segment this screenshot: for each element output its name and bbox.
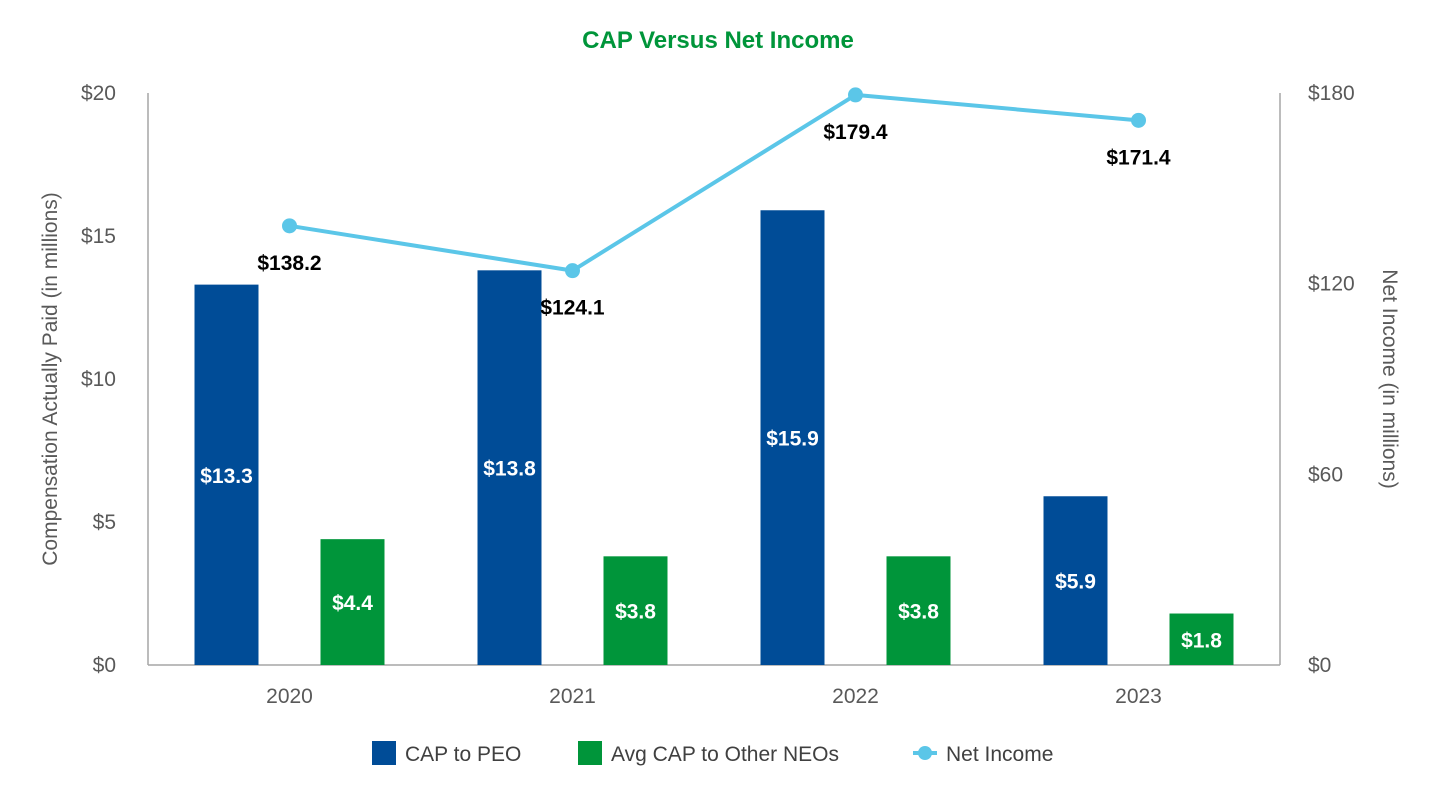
x-axis: 2020 2021 2022 2023 xyxy=(148,664,1280,708)
net-income-data-label: $124.1 xyxy=(540,297,605,320)
bar-avg-cap-other-neos xyxy=(320,539,385,665)
y-tick-label-right: $0 xyxy=(1308,654,1331,677)
bars: $13.3 $13.8 $15.9 $5.9 $4.4 $3.8 $3.8 $1.8 xyxy=(194,210,1234,665)
legend-item-avg-cap-other-neos: Avg CAP to Other NEOs xyxy=(578,741,839,766)
y-tick-label-right: $120 xyxy=(1308,273,1355,296)
y-axis-right: $0 $60 $120 $180 xyxy=(1279,82,1355,677)
y-tick-label-right: $180 xyxy=(1308,82,1355,105)
bar-cap-to-peo xyxy=(194,284,259,665)
bar-data-label: $13.8 xyxy=(483,458,536,481)
y-axis-left: $0 $5 $10 $15 $20 xyxy=(81,82,149,677)
bar-data-label: $1.8 xyxy=(1181,629,1222,652)
x-tick-label: 2022 xyxy=(832,685,879,708)
legend-item-net-income: Net Income xyxy=(913,743,1053,766)
bar-cap-to-peo xyxy=(477,270,542,665)
bar-data-label: $3.8 xyxy=(615,601,656,624)
y-tick-label-left: $20 xyxy=(81,82,116,105)
bar-cap-to-peo xyxy=(760,210,825,665)
bar-cap-to-peo xyxy=(1043,496,1108,665)
net-income-marker xyxy=(1131,112,1146,128)
legend-swatch xyxy=(372,741,396,765)
legend-label: CAP to PEO xyxy=(405,743,521,766)
y-tick-label-left: $15 xyxy=(81,225,116,248)
bar-data-label: $15.9 xyxy=(766,428,819,451)
bar-avg-cap-other-neos xyxy=(886,556,951,665)
y-tick-label-left: $10 xyxy=(81,368,116,391)
net-income-data-label: $171.4 xyxy=(1106,146,1171,169)
legend-swatch-marker xyxy=(918,746,932,760)
bar-data-label: $5.9 xyxy=(1055,571,1096,594)
bar-data-label: $3.8 xyxy=(898,601,939,624)
bar-avg-cap-other-neos xyxy=(603,556,668,665)
x-tick-label: 2020 xyxy=(266,685,313,708)
y-axis-label-right: Net Income (in millions) xyxy=(1378,269,1401,488)
net-income-data-label: $138.2 xyxy=(257,252,321,275)
y-tick-label-left: $5 xyxy=(93,511,116,534)
legend-item-cap-to-peo: CAP to PEO xyxy=(372,741,521,766)
bar-data-label: $13.3 xyxy=(200,465,253,488)
y-axis-label-left: Compensation Actually Paid (in millions) xyxy=(39,192,62,566)
net-income-marker xyxy=(282,218,297,234)
y-tick-label-left: $0 xyxy=(93,654,116,677)
legend: CAP to PEO Avg CAP to Other NEOs Net Incom… xyxy=(372,741,1053,766)
legend-swatch xyxy=(578,741,602,765)
y-tick-label-right: $60 xyxy=(1308,463,1343,486)
x-tick-label: 2021 xyxy=(549,685,596,708)
legend-label: Net Income xyxy=(946,743,1053,766)
net-income-line: $138.2 $124.1 $179.4 $171.4 xyxy=(257,87,1171,320)
net-income-data-label: $179.4 xyxy=(823,121,888,144)
net-income-line-path xyxy=(289,92,1139,273)
net-income-marker xyxy=(565,263,580,279)
x-tick-label: 2023 xyxy=(1115,685,1162,708)
chart-title: CAP Versus Net Income xyxy=(582,27,854,54)
net-income-marker xyxy=(848,87,863,103)
legend-label: Avg CAP to Other NEOs xyxy=(611,743,839,766)
bar-data-label: $4.4 xyxy=(332,592,373,615)
bar-avg-cap-other-neos xyxy=(1169,613,1234,665)
